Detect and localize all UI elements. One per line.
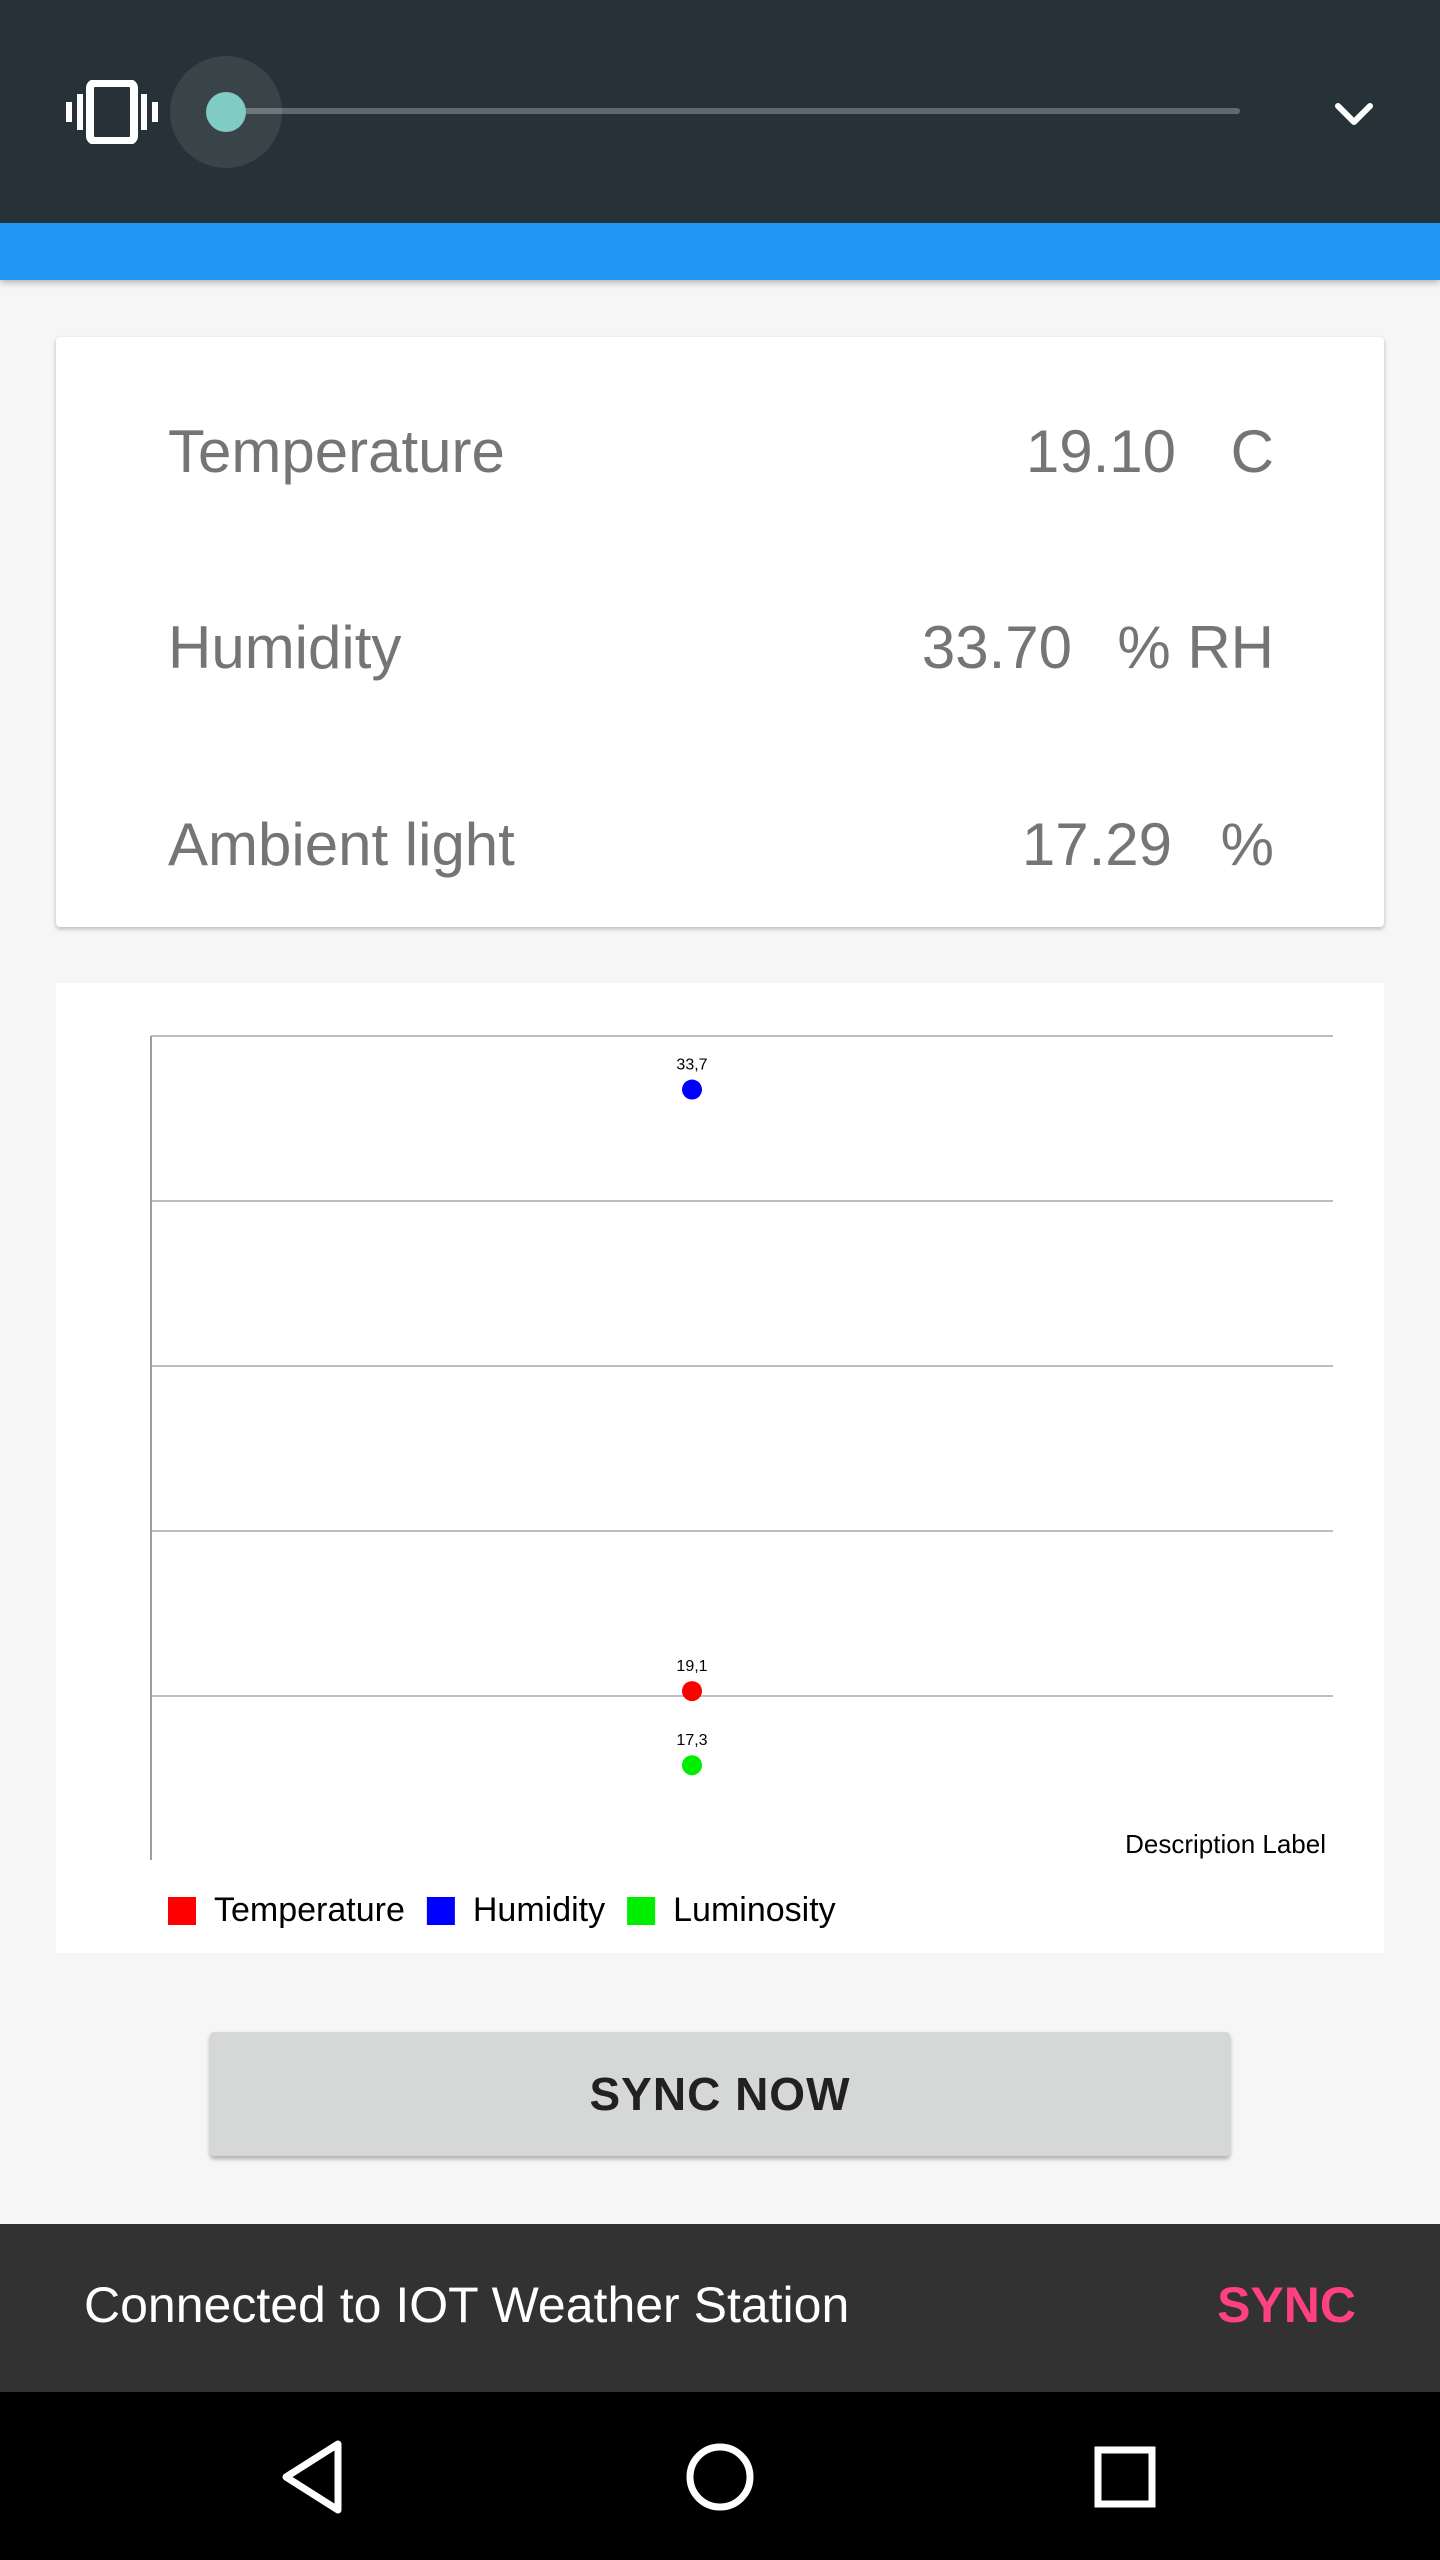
chart-description: Description Label (1125, 1829, 1326, 1859)
vibrate-icon[interactable] (66, 80, 158, 144)
chevron-down-icon[interactable] (1330, 90, 1378, 138)
reading-value: 17.29 (1021, 811, 1172, 878)
legend-label: Humidity (473, 1891, 605, 1929)
reading-value: 33.70 (921, 614, 1072, 681)
legend-swatch (426, 1897, 455, 1925)
snackbar: Connected to IOT Weather Station SYNC (0, 2224, 1440, 2392)
reading-row-temperature: Temperature 19.10 C (56, 397, 1384, 497)
app-bar (0, 223, 1440, 280)
home-icon[interactable] (675, 2432, 765, 2522)
navigation-bar (0, 2392, 1440, 2560)
legend-label: Temperature (214, 1891, 405, 1929)
data-point[interactable] (682, 1079, 702, 1100)
snackbar-sync-action[interactable]: SYNC (1217, 2277, 1356, 2333)
sync-now-button[interactable]: SYNC NOW (210, 2032, 1230, 2156)
slider-thumb[interactable] (206, 92, 246, 132)
back-icon[interactable] (272, 2432, 362, 2522)
reading-unit: C (1230, 418, 1274, 485)
reading-label: Temperature (168, 418, 505, 485)
recents-icon[interactable] (1080, 2432, 1170, 2522)
reading-unit: % RH (1117, 614, 1274, 681)
legend-swatch (168, 1897, 196, 1925)
data-label: 17,3 (676, 1732, 707, 1749)
reading-unit: % (1220, 811, 1274, 878)
reading-label: Humidity (168, 614, 402, 681)
reading-row-ambient-light: Ambient light 17.29 % (56, 790, 1384, 890)
readings-card: Temperature 19.10 C Humidity 33.70 % RH … (56, 337, 1384, 927)
reading-row-humidity: Humidity 33.70 % RH (56, 593, 1384, 693)
snackbar-message: Connected to IOT Weather Station (84, 2277, 850, 2333)
chart-card[interactable]: 19,1 33,7 17,3 Description Label Temperature… (56, 983, 1384, 1953)
slider-track[interactable] (224, 108, 1240, 114)
data-label: 19,1 (676, 1658, 707, 1675)
legend-label: Luminosity (673, 1891, 836, 1929)
reading-label: Ambient light (168, 811, 515, 878)
volume-slider[interactable] (170, 50, 1250, 174)
data-label: 33,7 (676, 1057, 707, 1074)
volume-panel (0, 0, 1440, 223)
reading-value: 19.10 (1025, 418, 1176, 485)
sensor-chart[interactable]: 19,1 33,7 17,3 Description Label Temperature… (56, 983, 1384, 1953)
data-point[interactable] (682, 1681, 702, 1702)
legend-swatch (627, 1897, 656, 1925)
data-point[interactable] (682, 1755, 702, 1776)
